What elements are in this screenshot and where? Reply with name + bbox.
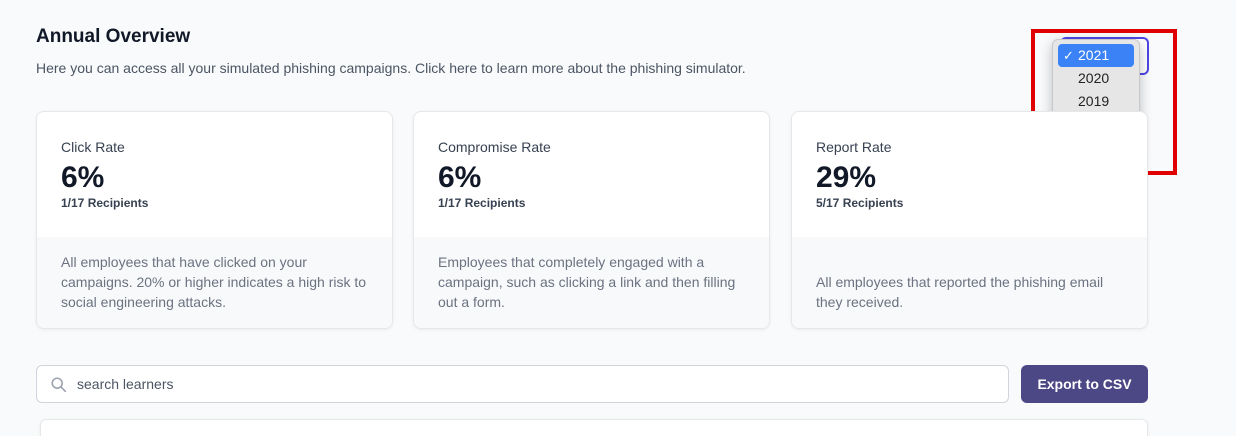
checkmark-icon: ✓ (1063, 48, 1074, 63)
card-recipients: 5/17 Recipients (816, 196, 904, 210)
card-value: 6% (61, 161, 105, 194)
year-option-2020[interactable]: 2020 (1078, 70, 1110, 86)
click-rate-card: Click Rate 6% 1/17 Recipients All employ… (36, 111, 393, 329)
card-label: Compromise Rate (438, 139, 551, 155)
card-recipients: 1/17 Recipients (61, 196, 149, 210)
search-box[interactable] (36, 365, 1009, 403)
compromise-rate-card: Compromise Rate 6% 1/17 Recipients Emplo… (413, 111, 770, 329)
search-input[interactable] (77, 366, 997, 402)
card-value: 29% (816, 161, 877, 194)
page-description[interactable]: Here you can access all your simulated p… (36, 60, 746, 76)
card-label: Report Rate (816, 139, 892, 155)
export-csv-button[interactable]: Export to CSV (1021, 365, 1148, 403)
card-label: Click Rate (61, 139, 125, 155)
card-recipients: 1/17 Recipients (438, 196, 526, 210)
year-option-2019[interactable]: 2019 (1078, 93, 1110, 109)
card-description: All employees that reported the phishing… (816, 274, 1104, 310)
search-icon (51, 377, 67, 393)
card-value: 6% (438, 161, 482, 194)
year-option-2021[interactable]: ✓ 2021 (1058, 44, 1134, 67)
learners-table (40, 419, 1148, 436)
card-description: All employees that have clicked on your … (61, 254, 367, 310)
card-description: Employees that completely engaged with a… (438, 254, 736, 310)
report-rate-card: Report Rate 29% 5/17 Recipients All empl… (791, 111, 1148, 329)
page-title: Annual Overview (36, 26, 191, 47)
